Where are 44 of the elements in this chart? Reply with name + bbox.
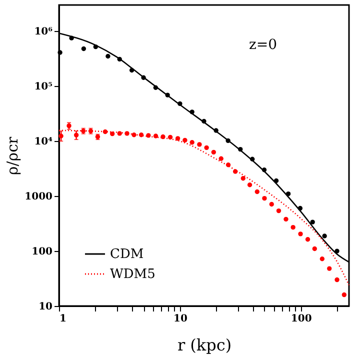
point bbox=[132, 132, 136, 138]
x-axis-title: r (kpc) bbox=[177, 336, 232, 354]
x-tick-label: 100 bbox=[290, 314, 312, 324]
legend-label: WDM5 bbox=[110, 267, 156, 282]
point bbox=[262, 196, 267, 201]
point bbox=[58, 134, 64, 138]
point bbox=[110, 131, 115, 136]
x-tick-label: 1 bbox=[60, 314, 66, 324]
y-axis-title: ρ/ρcr bbox=[4, 136, 22, 176]
y-tick-label: 100 bbox=[32, 246, 53, 258]
legend-label: CDM bbox=[110, 247, 144, 262]
point bbox=[342, 292, 347, 298]
point bbox=[211, 150, 216, 154]
point bbox=[117, 131, 122, 136]
point bbox=[327, 266, 332, 271]
y-tick-label: 10⁵ bbox=[34, 82, 52, 93]
point bbox=[182, 138, 188, 143]
annotation: z=0 bbox=[249, 37, 278, 53]
y-tick-label: 10⁶ bbox=[34, 26, 54, 38]
point bbox=[153, 134, 158, 138]
point bbox=[276, 208, 282, 214]
point bbox=[247, 182, 252, 188]
point bbox=[102, 129, 108, 134]
point bbox=[74, 132, 79, 138]
y-tick-label: 1000 bbox=[24, 192, 53, 203]
point bbox=[320, 256, 325, 262]
point bbox=[254, 189, 260, 194]
point bbox=[305, 237, 310, 242]
point bbox=[284, 216, 288, 222]
point bbox=[269, 202, 274, 207]
point bbox=[240, 176, 246, 181]
point bbox=[298, 232, 303, 236]
point bbox=[312, 246, 317, 252]
x-tick-label: 10 bbox=[173, 314, 188, 324]
point bbox=[197, 142, 202, 147]
point bbox=[175, 136, 180, 141]
point bbox=[290, 225, 296, 230]
point bbox=[190, 140, 194, 145]
point bbox=[204, 145, 209, 150]
point bbox=[334, 277, 340, 282]
point bbox=[218, 156, 224, 161]
point bbox=[168, 134, 173, 140]
y-tick-label: 10⁴ bbox=[34, 136, 54, 148]
y-tick-label: 10 bbox=[38, 302, 53, 312]
